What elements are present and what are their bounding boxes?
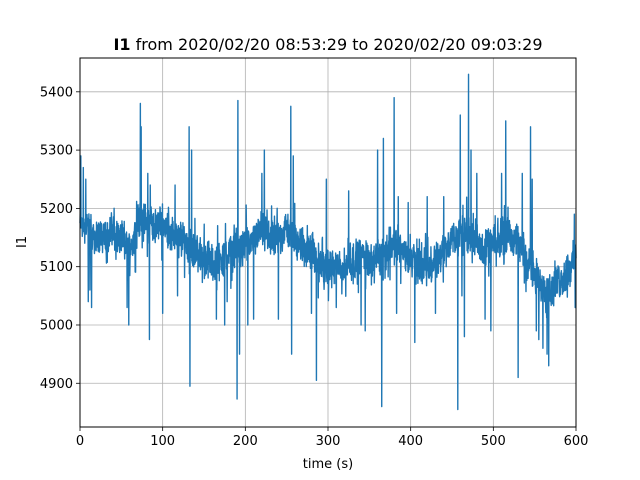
chart-title-rest: from 2020/02/20 08:53:29 to 2020/02/20 0…: [131, 35, 543, 54]
y-tick-label: 5300: [40, 144, 73, 159]
y-tick-label: 4900: [40, 377, 73, 392]
series-line-i1: [79, 73, 577, 411]
y-tick-label: 5000: [40, 318, 73, 333]
chart-title-bold: I1: [113, 35, 130, 54]
x-tick-label: 400: [398, 434, 423, 449]
x-axis-label: time (s): [303, 457, 353, 472]
x-tick-label: 200: [233, 434, 258, 449]
x-tick-label: 500: [481, 434, 506, 449]
x-tick-label: 300: [316, 434, 341, 449]
y-axis-label: I1: [15, 236, 30, 248]
x-tick-label: 100: [150, 434, 175, 449]
series-group: [79, 73, 577, 411]
x-tick-label: 0: [76, 434, 84, 449]
x-axis: 0 100 200 300 400 500 600: [76, 427, 589, 449]
x-tick-label: 600: [564, 434, 589, 449]
y-axis: 4900 5000 5100 5200 5300 5400: [40, 85, 80, 392]
y-tick-label: 5400: [40, 85, 73, 100]
y-tick-label: 5200: [40, 202, 73, 217]
y-tick-label: 5100: [40, 260, 73, 275]
chart-title: I1 from 2020/02/20 08:53:29 to 2020/02/2…: [113, 35, 542, 54]
